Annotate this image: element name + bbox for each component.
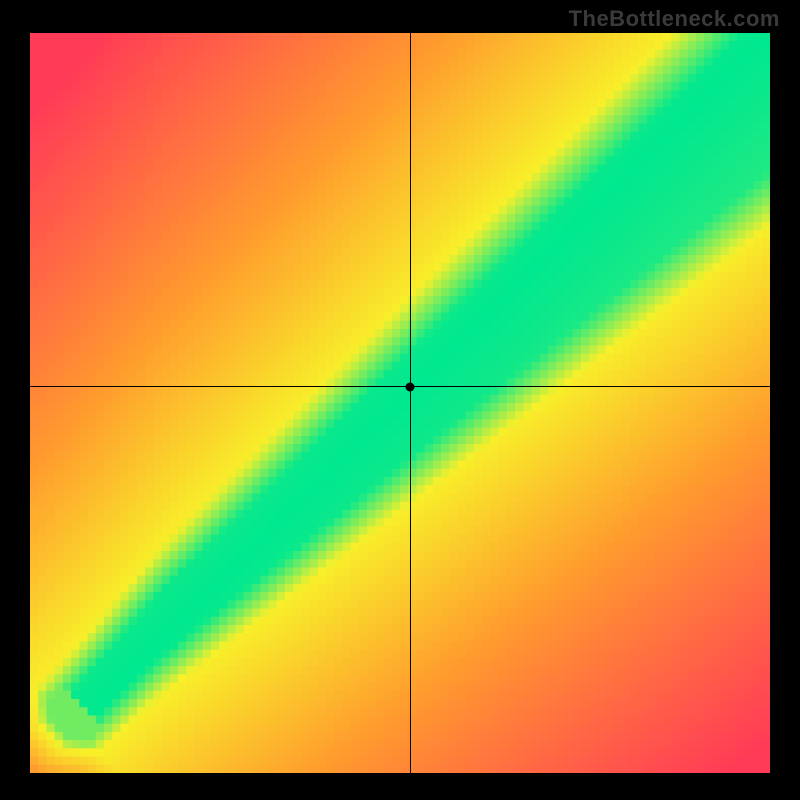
bottleneck-heatmap [30, 33, 770, 773]
plot-area [30, 33, 770, 773]
attribution-label: TheBottleneck.com [569, 6, 780, 32]
crosshair-vertical-line [410, 33, 412, 773]
figure-root: TheBottleneck.com [0, 0, 800, 800]
crosshair-marker-dot [406, 382, 415, 391]
crosshair-horizontal-line [30, 386, 770, 388]
